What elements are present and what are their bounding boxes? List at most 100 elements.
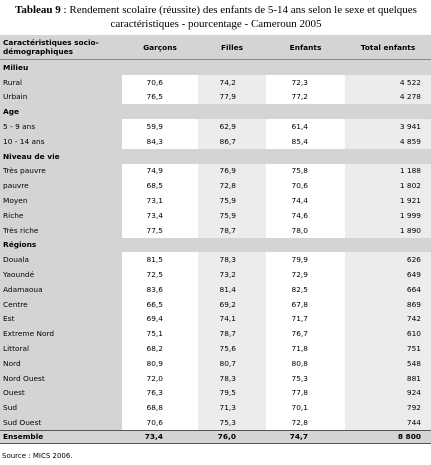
row-label: Rural bbox=[0, 74, 122, 90]
cell: 72,9 bbox=[266, 267, 345, 282]
column-header: Caractéristiques socio-démographiques bbox=[0, 35, 122, 60]
data-row: Centre 66,5 69,2 67,8 869 bbox=[0, 296, 431, 312]
row-label: Moyen bbox=[0, 193, 122, 208]
group-row: Régions bbox=[0, 237, 431, 253]
title-label: Tableau 9 bbox=[15, 4, 61, 16]
cell: 78,0 bbox=[266, 222, 345, 238]
cell: 75,9 bbox=[198, 207, 266, 223]
cell: 78,3 bbox=[198, 370, 266, 386]
cell: 72,5 bbox=[122, 267, 198, 282]
cell: 75,9 bbox=[198, 193, 266, 208]
table-body: Milieu Rural 70,6 74,2 72,3 4 522 Urbain 76,5 77… bbox=[0, 59, 431, 444]
cell: 77,2 bbox=[266, 89, 345, 105]
row-label: Très pauvre bbox=[0, 163, 122, 179]
cell: 1 188 bbox=[345, 163, 431, 179]
cell: 74,9 bbox=[122, 163, 198, 179]
column-header: Enfants bbox=[266, 35, 345, 60]
data-row: Ouest 76,3 79,5 77,8 924 bbox=[0, 385, 431, 401]
cell: 1 999 bbox=[345, 207, 431, 223]
cell: 75,6 bbox=[198, 341, 266, 356]
row-label: Urbain bbox=[0, 89, 122, 105]
row-label: Sud bbox=[0, 400, 122, 416]
data-row: Rural 70,6 74,2 72,3 4 522 bbox=[0, 74, 431, 90]
cell: 71,8 bbox=[266, 341, 345, 356]
cell: 869 bbox=[345, 296, 431, 312]
source: Source : MICS 2006. bbox=[2, 452, 73, 460]
table: Caractéristiques socio-démographiques Gar… bbox=[0, 35, 431, 444]
data-row: Urbain 76,5 77,9 77,2 4 278 bbox=[0, 89, 431, 105]
cell: 73,1 bbox=[122, 193, 198, 208]
cell: 77,5 bbox=[122, 222, 198, 238]
cell: 8 800 bbox=[345, 429, 431, 444]
cell: 81,5 bbox=[122, 252, 198, 268]
cell: 71,3 bbox=[198, 400, 266, 416]
group-row: Age bbox=[0, 104, 431, 120]
cell: 68,2 bbox=[122, 341, 198, 356]
group-label: Age bbox=[0, 104, 431, 120]
group-label: Niveau de vie bbox=[0, 148, 431, 164]
row-label: Centre bbox=[0, 296, 122, 312]
cell: 744 bbox=[345, 415, 431, 431]
cell: 78,7 bbox=[198, 222, 266, 238]
cell: 649 bbox=[345, 267, 431, 282]
data-row: Yaoundé 72,5 73,2 72,9 649 bbox=[0, 267, 431, 282]
data-row: Sud Ouest 70,6 75,3 72,8 744 bbox=[0, 415, 431, 431]
cell: 75,3 bbox=[266, 370, 345, 386]
cell: 61,4 bbox=[266, 119, 345, 134]
row-label: Littoral bbox=[0, 341, 122, 356]
cell: 70,6 bbox=[266, 178, 345, 194]
row-label: Yaoundé bbox=[0, 267, 122, 282]
cell: 4 278 bbox=[345, 89, 431, 105]
total-row: Ensemble 73,4 76,0 74,7 8 800 bbox=[0, 429, 431, 444]
cell: 79,5 bbox=[198, 385, 266, 401]
column-header: Garçons bbox=[122, 35, 198, 60]
cell: 72,3 bbox=[266, 74, 345, 90]
cell: 75,3 bbox=[198, 415, 266, 431]
cell: 75,8 bbox=[266, 163, 345, 179]
cell: 70,1 bbox=[266, 400, 345, 416]
row-label: Nord bbox=[0, 355, 122, 371]
cell: 792 bbox=[345, 400, 431, 416]
group-row: Niveau de vie bbox=[0, 148, 431, 164]
cell: 1 802 bbox=[345, 178, 431, 194]
row-label: Sud Ouest bbox=[0, 415, 122, 431]
data-row: 10 - 14 ans 84,3 86,7 85,4 4 859 bbox=[0, 133, 431, 149]
cell: 742 bbox=[345, 311, 431, 327]
cell: 78,3 bbox=[198, 252, 266, 268]
cell: 85,4 bbox=[266, 133, 345, 149]
cell: 74,4 bbox=[266, 193, 345, 208]
cell: 72,8 bbox=[198, 178, 266, 194]
cell: 80,7 bbox=[198, 355, 266, 371]
cell: 72,0 bbox=[122, 370, 198, 386]
cell: 74,1 bbox=[198, 311, 266, 327]
cell: 4 522 bbox=[345, 74, 431, 90]
data-row: Extreme Nord 75,1 78,7 76,7 610 bbox=[0, 326, 431, 342]
column-header: Total enfants bbox=[345, 35, 431, 60]
group-row: Milieu bbox=[0, 59, 431, 75]
cell: 73,2 bbox=[198, 267, 266, 282]
cell: 77,8 bbox=[266, 385, 345, 401]
row-label: Est bbox=[0, 311, 122, 327]
cell: 664 bbox=[345, 281, 431, 297]
group-label: Milieu bbox=[0, 59, 431, 75]
cell: 881 bbox=[345, 370, 431, 386]
row-label: pauvre bbox=[0, 178, 122, 194]
cell: 62,9 bbox=[198, 119, 266, 134]
cell: 76,3 bbox=[122, 385, 198, 401]
cell: 1 890 bbox=[345, 222, 431, 238]
cell: 84,3 bbox=[122, 133, 198, 149]
cell: 74,7 bbox=[266, 429, 345, 444]
cell: 1 921 bbox=[345, 193, 431, 208]
cell: 68,5 bbox=[122, 178, 198, 194]
row-label: Douala bbox=[0, 252, 122, 268]
cell: 80,8 bbox=[266, 355, 345, 371]
cell: 76,9 bbox=[198, 163, 266, 179]
data-row: Nord 80,9 80,7 80,8 548 bbox=[0, 355, 431, 371]
cell: 626 bbox=[345, 252, 431, 268]
cell: 4 859 bbox=[345, 133, 431, 149]
title: Tableau 9 : Rendement scolaire (réussite… bbox=[6, 3, 426, 31]
cell: 69,2 bbox=[198, 296, 266, 312]
cell: 59,9 bbox=[122, 119, 198, 134]
cell: 76,5 bbox=[122, 89, 198, 105]
